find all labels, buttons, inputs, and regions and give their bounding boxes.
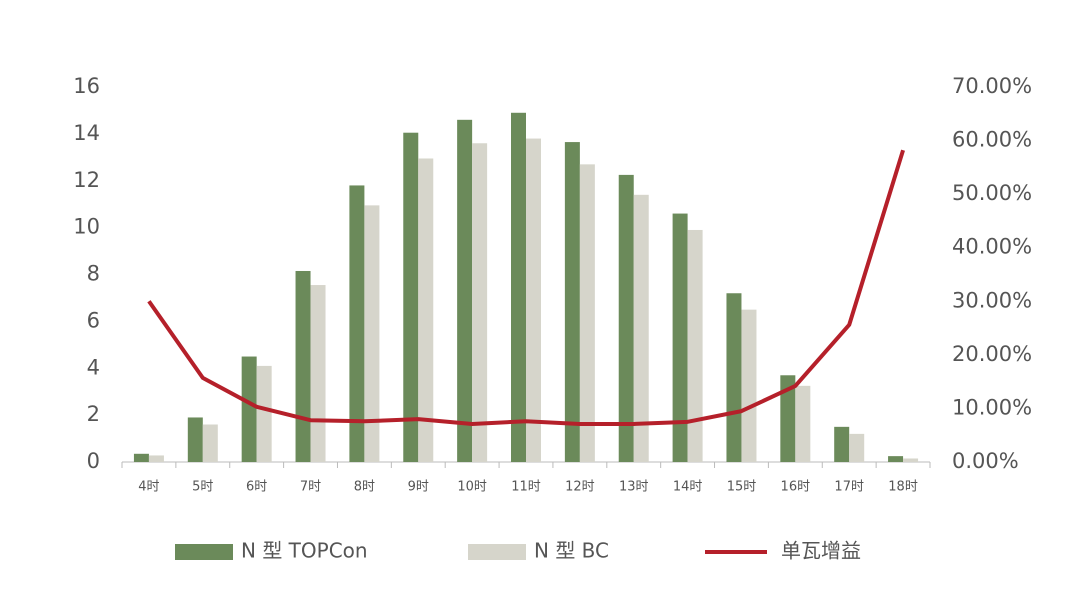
- y2-tick-label: 60.00%: [952, 128, 1032, 152]
- bar: [472, 143, 488, 462]
- y2-tick-label: 30.00%: [952, 288, 1032, 312]
- bar: [672, 213, 688, 462]
- x-tick-label: 12时: [565, 480, 595, 495]
- legend-label: N 型 BC: [534, 539, 609, 563]
- x-tick-label: 6时: [246, 480, 267, 495]
- bar: [633, 194, 649, 462]
- x-tick-label: 16时: [781, 480, 811, 495]
- bar: [579, 164, 595, 462]
- legend-label: N 型 TOPCon: [241, 539, 368, 563]
- x-tick-label: 4时: [138, 480, 159, 495]
- bar: [256, 365, 272, 462]
- bar: [295, 270, 311, 462]
- bar: [726, 293, 742, 462]
- line-series: [147, 149, 905, 426]
- y-tick-label: 14: [73, 121, 100, 145]
- bar: [457, 119, 473, 462]
- bar: [133, 453, 149, 462]
- bar: [364, 205, 380, 462]
- bar: [564, 142, 580, 462]
- y2-tick-label: 20.00%: [952, 342, 1032, 366]
- x-tick-label: 10时: [457, 480, 487, 495]
- bar: [148, 455, 164, 462]
- bar: [403, 132, 419, 462]
- bar: [741, 309, 757, 462]
- bar: [418, 158, 434, 462]
- legend-label: 单瓦增益: [781, 539, 861, 563]
- y-tick-label: 16: [73, 74, 100, 98]
- y2-tick-label: 70.00%: [952, 74, 1032, 98]
- y2-tick-label: 0.00%: [952, 449, 1019, 473]
- bar: [834, 426, 850, 462]
- y-tick-label: 6: [87, 308, 100, 332]
- bar: [795, 385, 811, 462]
- bar: [241, 356, 257, 462]
- y2-tick-label: 10.00%: [952, 395, 1032, 419]
- bar: [849, 433, 865, 462]
- legend-swatch: [468, 544, 526, 560]
- x-tick-label: 15时: [727, 480, 757, 495]
- bar: [780, 375, 796, 462]
- bar: [888, 456, 904, 462]
- x-tick-label: 7时: [300, 480, 321, 495]
- bar: [687, 229, 703, 462]
- x-tick-label: 14时: [673, 480, 703, 495]
- x-tick-label: 8时: [354, 480, 375, 495]
- y-tick-label: 2: [87, 402, 100, 426]
- x-tick-label: 18时: [888, 480, 918, 495]
- y-tick-label: 0: [87, 449, 100, 473]
- bar: [526, 138, 541, 462]
- y2-tick-label: 40.00%: [952, 235, 1032, 259]
- bar: [310, 285, 326, 462]
- legend-swatch: [175, 544, 233, 560]
- bar: [349, 185, 365, 462]
- x-tick-label: 13时: [619, 480, 649, 495]
- y-tick-label: 12: [73, 168, 100, 192]
- y2-tick-label: 50.00%: [952, 181, 1032, 205]
- y-tick-label: 8: [87, 262, 100, 286]
- bar: [511, 112, 526, 462]
- bar: [202, 424, 218, 462]
- bar: [903, 458, 919, 462]
- bar: [618, 174, 634, 462]
- y-tick-label: 4: [87, 355, 100, 379]
- x-tick-label: 5时: [192, 480, 213, 495]
- x-tick-label: 11时: [511, 480, 541, 495]
- y-tick-label: 10: [73, 215, 100, 239]
- x-tick-label: 9时: [408, 480, 429, 495]
- x-tick-label: 17时: [834, 480, 864, 495]
- bar: [187, 417, 203, 462]
